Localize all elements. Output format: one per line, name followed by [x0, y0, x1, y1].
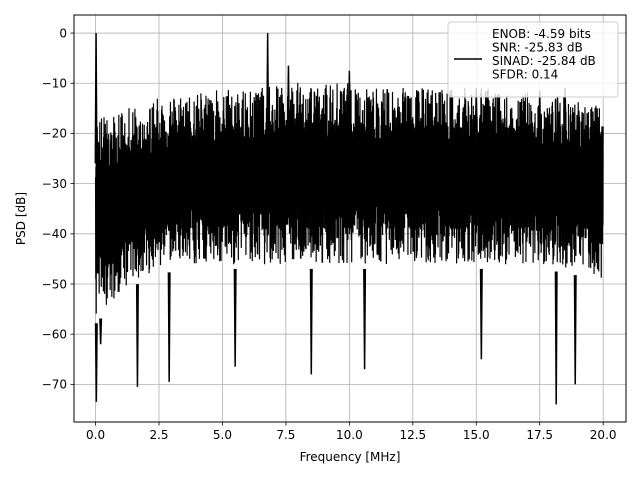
x-tick-label: 0.0 [86, 428, 105, 442]
y-tick-label: −30 [42, 177, 67, 191]
legend-box [447, 21, 619, 98]
spectral-peak [266, 33, 270, 132]
spectral-peak [94, 33, 98, 164]
spectral-dip [233, 268, 237, 367]
axes-frame [73, 14, 627, 423]
x-tick-label: 7.5 [276, 428, 295, 442]
y-tick-label: −40 [42, 227, 67, 241]
legend: ENOB: -4.59 bits SNR: -25.83 dB SINAD: -… [447, 21, 619, 98]
spectral-dip [554, 271, 558, 405]
y-tick-label: 0 [59, 26, 67, 40]
y-tick-label: −10 [42, 77, 67, 91]
x-tick-label: 20.0 [590, 428, 617, 442]
psd-trace [94, 82, 604, 314]
y-tick-label: −20 [42, 127, 67, 141]
legend-entry-sfdr: SFDR: 0.14 [492, 68, 558, 82]
x-tick-label: 15.0 [463, 428, 490, 442]
spectral-dip [135, 284, 139, 387]
legend-entry-enob: ENOB: -4.59 bits [492, 27, 591, 41]
x-tick-label: 5.0 [213, 428, 232, 442]
spectral-peak [538, 90, 542, 139]
spectral-dip [363, 268, 367, 370]
spectral-peak [555, 95, 559, 142]
x-tick-label: 10.0 [336, 428, 363, 442]
y-axis-ticks: 0 −10 −20 −30 −40 −50 −60 −70 [42, 26, 74, 392]
y-tick-label: −50 [42, 277, 67, 291]
y-tick-label: −70 [42, 378, 67, 392]
legend-entry-sinad: SINAD: -25.84 dB [492, 54, 596, 68]
x-tick-label: 17.5 [526, 428, 553, 442]
spectral-dip [573, 275, 577, 385]
spectral-dip [309, 268, 313, 375]
x-tick-label: 12.5 [399, 428, 426, 442]
spectral-dip [99, 318, 103, 345]
y-tick-label: −60 [42, 327, 67, 341]
x-tick-label: 2.5 [149, 428, 168, 442]
x-axis-label: Frequency [MHz] [300, 450, 401, 464]
spectral-dip [479, 268, 483, 360]
spectral-dip [167, 272, 171, 382]
legend-entry-snr: SNR: -25.83 dB [492, 41, 583, 55]
x-axis-ticks: 0.0 2.5 5.0 7.5 10.0 12.5 15.0 17.5 20.0 [86, 422, 617, 442]
y-axis-label: PSD [dB] [14, 192, 28, 245]
spectral-peak [347, 70, 351, 129]
spectral-peak [286, 65, 290, 129]
spectral-dip [94, 323, 98, 402]
